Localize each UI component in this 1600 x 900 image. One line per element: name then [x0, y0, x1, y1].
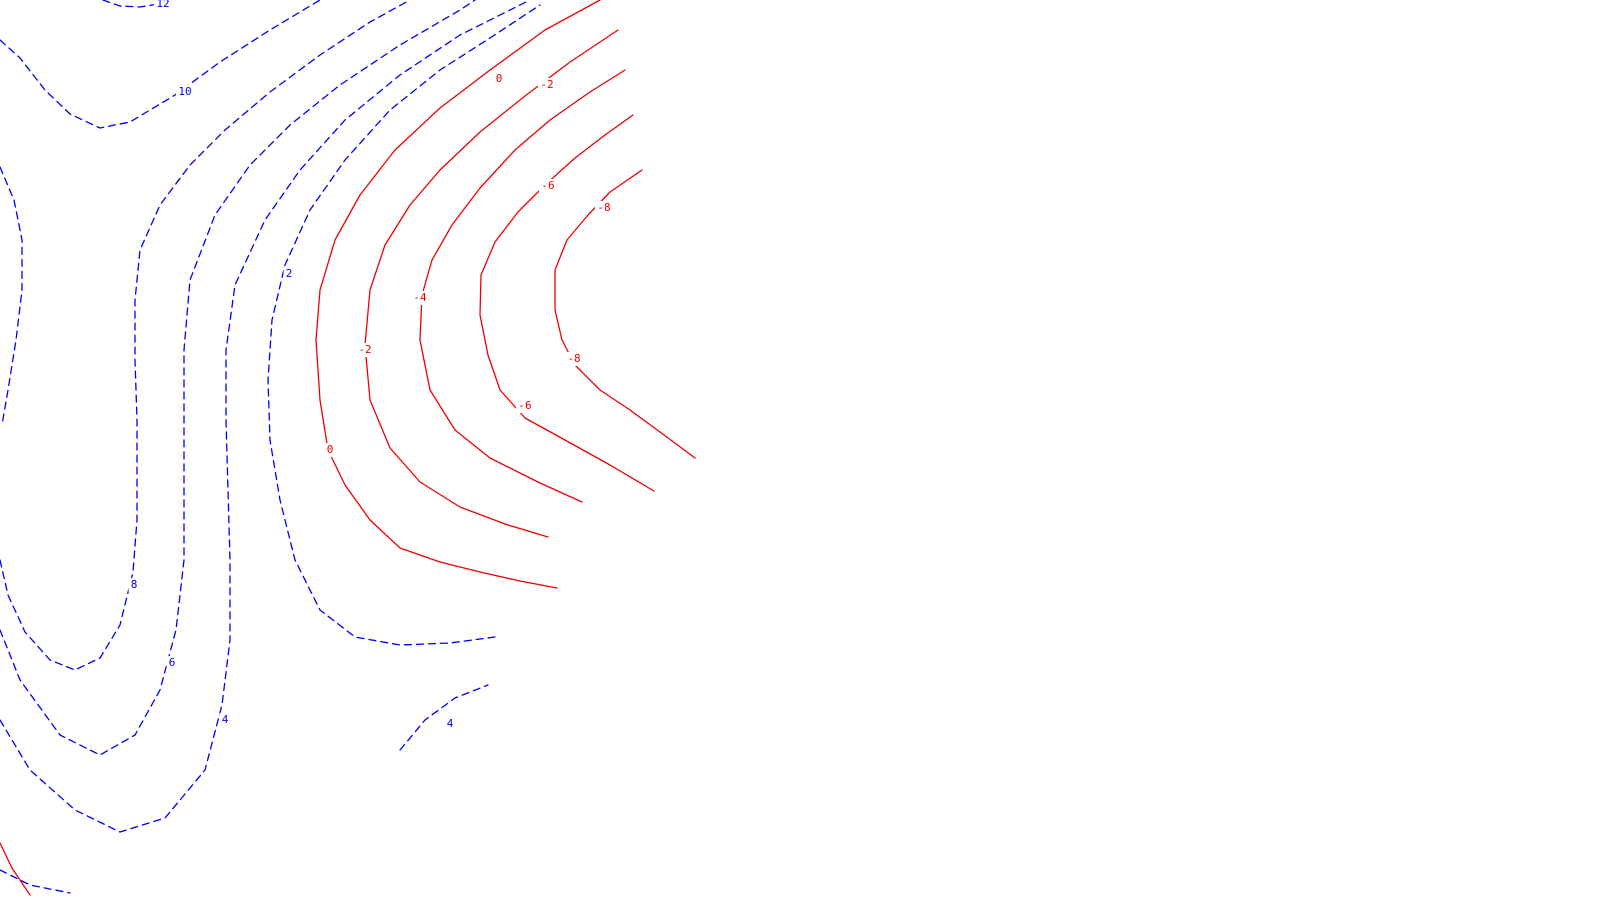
contour-label-bg — [493, 72, 505, 86]
contour-label-neg2-2: -2 — [540, 78, 553, 91]
contour-line-level-neg4-1 — [419, 69, 626, 503]
contour-label-bg — [539, 179, 557, 193]
contour-line-level-6-1 — [0, 0, 476, 756]
contour-label-neg6-2: -6 — [518, 399, 531, 412]
contour-label-neg2-1: -2 — [358, 343, 371, 356]
contour-line-level-2-2 — [267, 4, 541, 646]
contour-label-bg — [324, 443, 336, 457]
contour-label-0-1: 0 — [327, 443, 334, 456]
contour-line-level-neg2-1 — [364, 29, 619, 538]
contour-labels: 12 10 8 6 4 4 2 0 0 -2 -2 -4 -6 -6 -8 -8 — [128, 0, 613, 731]
contour-label-bg — [166, 656, 178, 670]
contour-label-bg — [128, 578, 140, 592]
contour-line-level-0-2 — [315, 0, 601, 589]
contour-line-level-neg8-1 — [554, 169, 696, 459]
contour-line-level-0-1 — [0, 842, 31, 896]
contour-label-10-1: 10 — [178, 85, 191, 98]
contour-label-bg — [516, 399, 534, 413]
contour-label-bg — [411, 291, 429, 305]
contour-label-6-1: 6 — [169, 656, 176, 669]
contour-label-bg — [154, 0, 172, 11]
contour-line-level-10-1 — [0, 0, 321, 129]
contour-label-bg — [538, 78, 556, 92]
contour-line-level-4-2 — [399, 684, 489, 751]
contour-label-neg4-1: -4 — [413, 291, 427, 304]
contour-label-neg8-1: -8 — [597, 201, 610, 214]
contour-label-bg — [283, 267, 295, 281]
contour-label-bg — [219, 713, 231, 727]
contour-label-2-1: 2 — [286, 267, 293, 280]
contour-label-bg — [565, 352, 583, 366]
contour-label-4-2: 4 — [447, 717, 454, 730]
contour-line-level-4-1 — [0, 0, 531, 833]
contour-line-level-8-2 — [0, 0, 411, 671]
contour-label-4-1: 4 — [222, 713, 229, 726]
contour-line-level-2-1 — [0, 869, 71, 894]
contour-line-level-8-1 — [0, 166, 23, 426]
contour-label-bg — [444, 717, 456, 731]
contour-label-neg6-1: -6 — [541, 179, 554, 192]
contour-label-8-1: 8 — [131, 578, 138, 591]
contour-label-neg8-2: -8 — [567, 352, 580, 365]
contour-label-bg — [176, 85, 194, 99]
contour-lines — [0, 0, 696, 896]
contour-label-0-2: 0 — [496, 72, 503, 85]
contour-label-12-1: 12 — [156, 0, 169, 10]
contour-line-level-neg6-1 — [479, 114, 655, 492]
contour-label-bg — [356, 343, 374, 357]
contour-label-bg — [595, 201, 613, 215]
